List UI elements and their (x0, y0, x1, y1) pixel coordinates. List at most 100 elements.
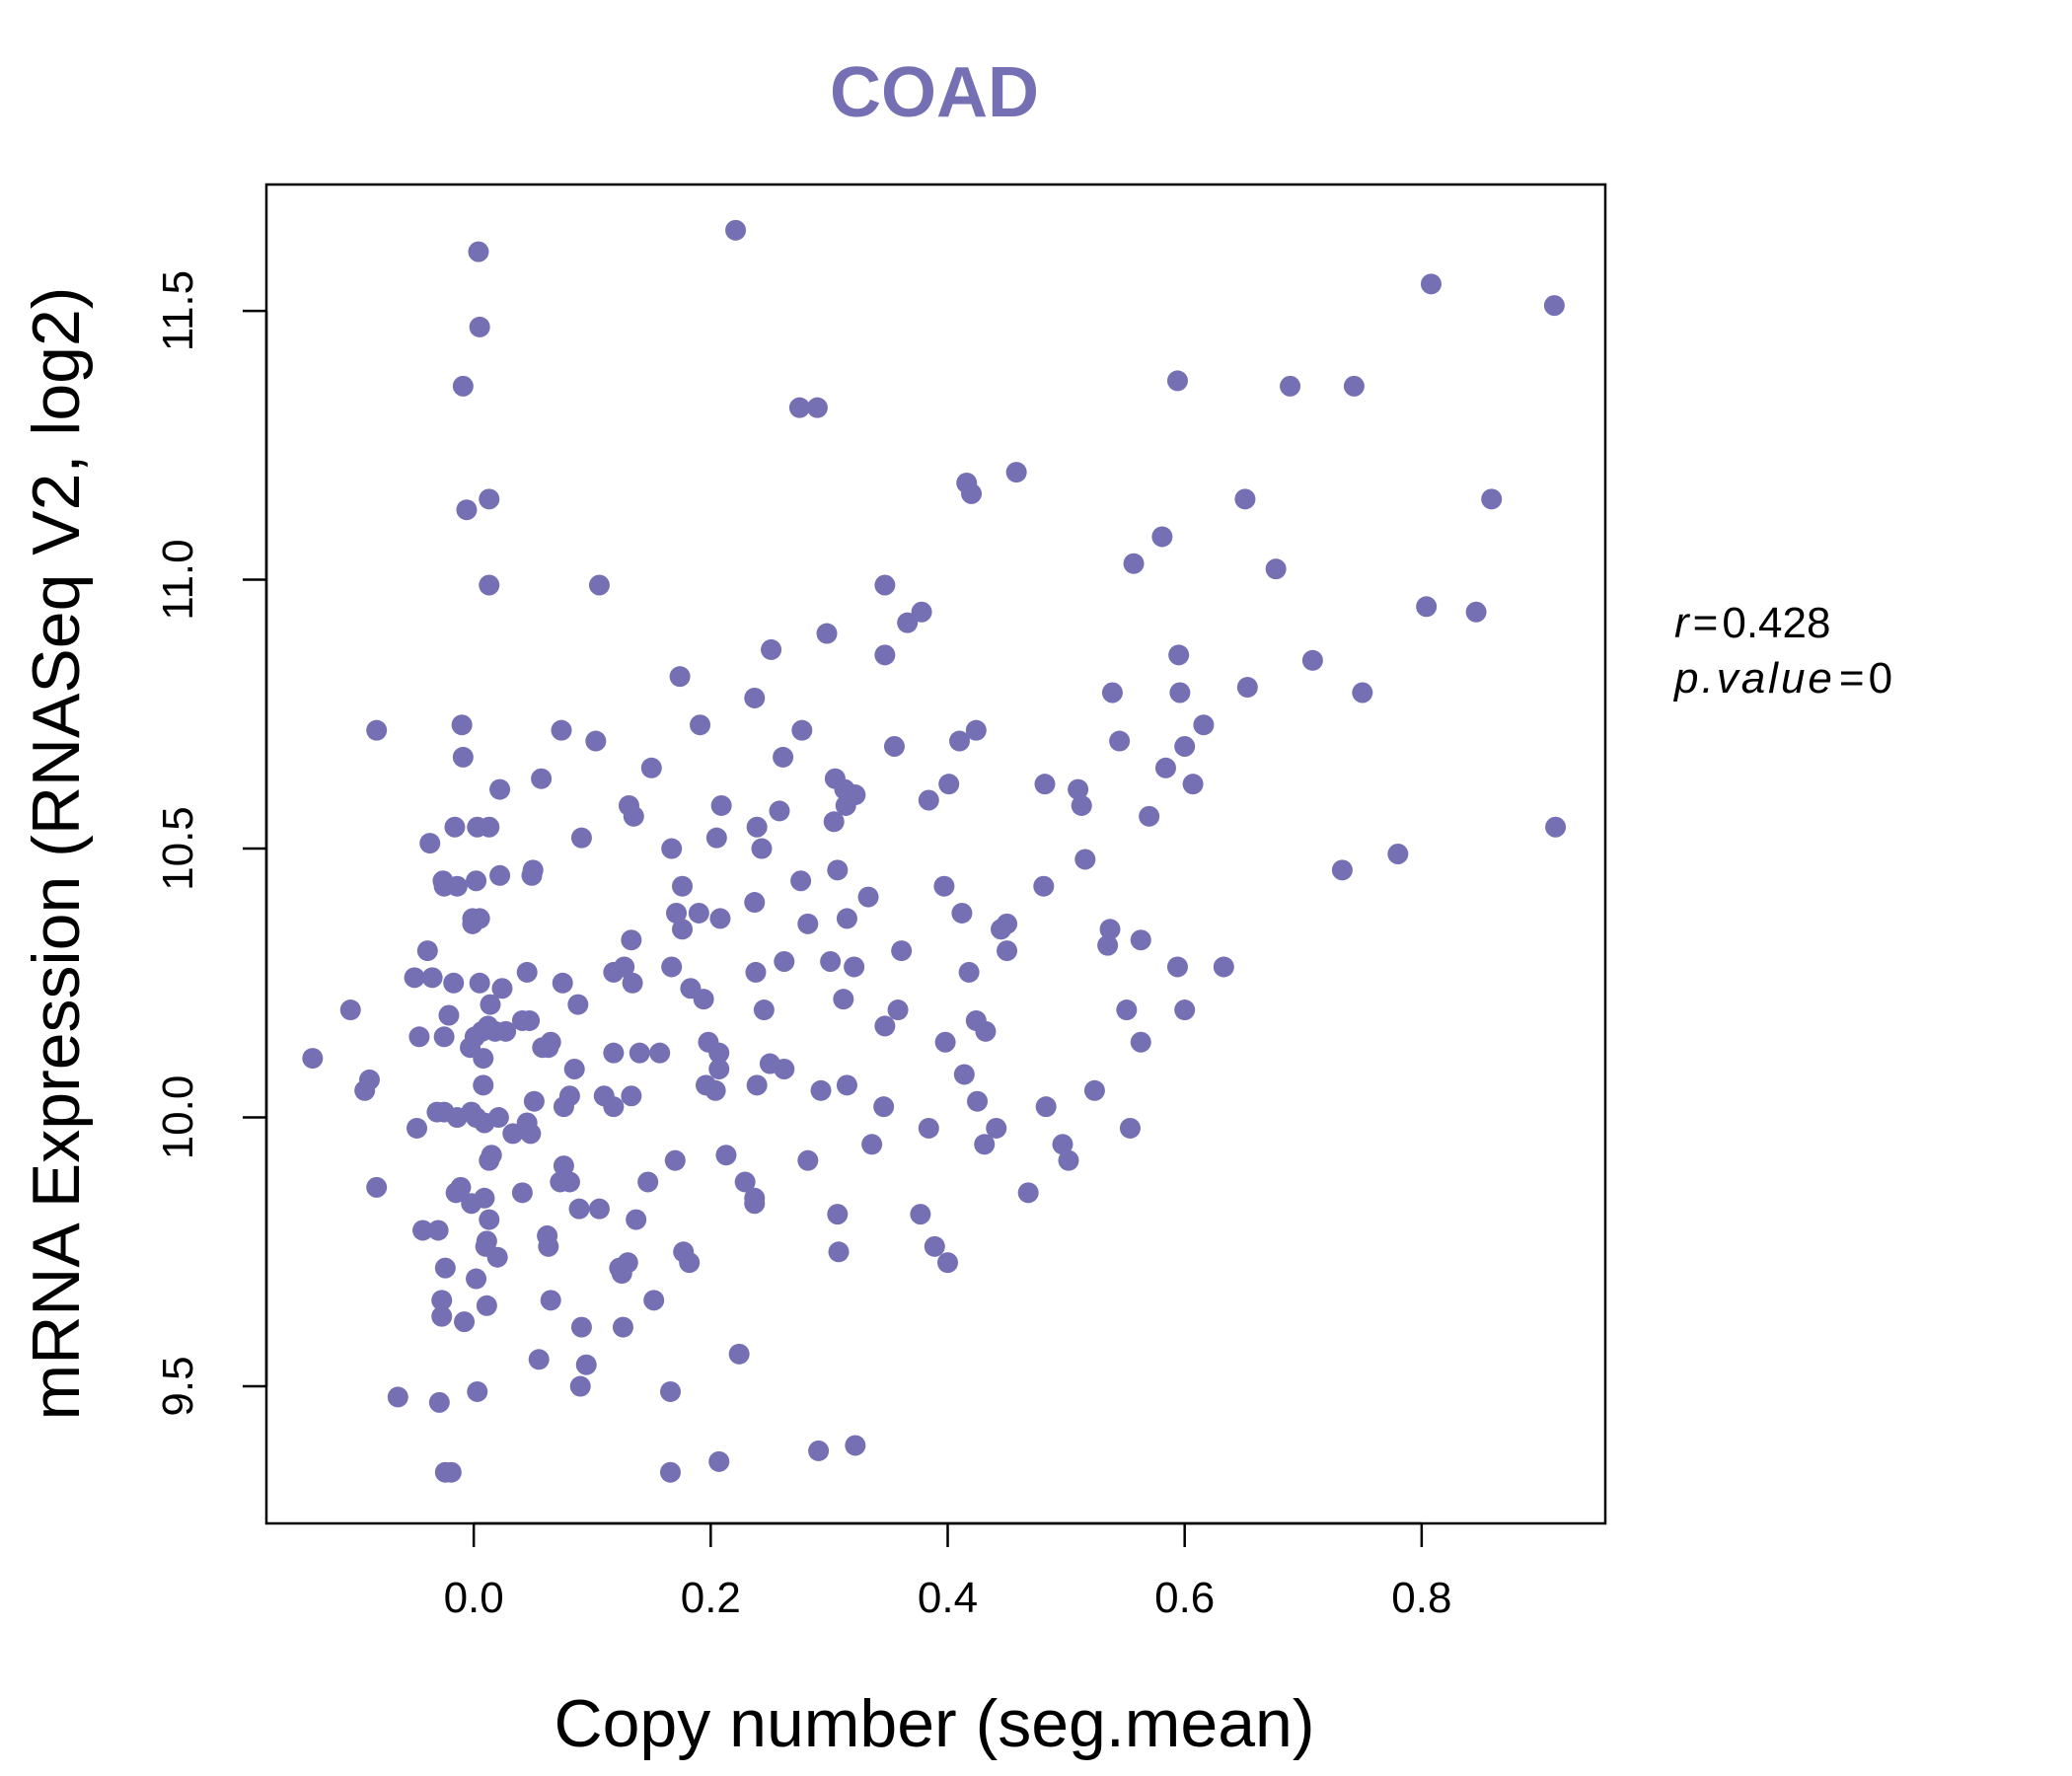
data-point (588, 574, 610, 596)
data-point (951, 902, 973, 924)
data-point (523, 1090, 545, 1112)
data-point (428, 1391, 450, 1413)
data-point (622, 972, 643, 994)
data-point (873, 1096, 895, 1118)
data-point (603, 961, 625, 983)
data-point (910, 1204, 931, 1225)
r-label: r (1674, 599, 1691, 647)
data-point (897, 612, 919, 633)
data-point (1416, 596, 1438, 618)
data-point (489, 778, 511, 800)
data-point (836, 1074, 857, 1096)
data-point (828, 1241, 850, 1263)
x-axis-title: Copy number (seg.mean) (554, 1686, 1314, 1761)
data-point (1166, 956, 1188, 978)
data-point (588, 1198, 610, 1220)
data-point (958, 961, 980, 983)
data-point (835, 794, 856, 816)
data-point (466, 1268, 487, 1290)
data-point (975, 1020, 997, 1042)
data-point (911, 601, 932, 623)
y-tick-label: 10.5 (154, 806, 202, 891)
data-point (1280, 375, 1301, 397)
data-point (746, 816, 768, 838)
data-point (937, 1252, 959, 1274)
data-point (816, 623, 838, 644)
data-point (690, 714, 711, 736)
data-point (708, 1058, 730, 1079)
data-point (567, 994, 589, 1015)
data-point (934, 1031, 956, 1053)
data-point (495, 1020, 517, 1042)
data-point (302, 1048, 324, 1070)
data-point (570, 827, 592, 849)
data-point (1213, 956, 1234, 978)
data-point (810, 1079, 832, 1101)
data-point (452, 746, 474, 768)
data-point (823, 811, 845, 833)
data-point (568, 1198, 590, 1220)
x-tick-label: 0.6 (1154, 1574, 1215, 1622)
data-point (1074, 849, 1096, 870)
x-tick-label: 0.0 (444, 1574, 504, 1622)
data-point (836, 908, 857, 929)
data-point (938, 774, 960, 795)
data-point (708, 1450, 730, 1472)
data-point (528, 1349, 550, 1370)
data-point (479, 574, 500, 596)
data-point (672, 875, 694, 897)
y-axis: 9.5 10.0 10.5 11.0 11.5 (154, 270, 268, 1417)
data-point (660, 1461, 682, 1483)
data-point (660, 1380, 682, 1402)
data-point (1034, 774, 1056, 795)
data-point (709, 908, 731, 929)
data-point (710, 794, 732, 816)
data-point (427, 1220, 449, 1241)
data-point (649, 1042, 671, 1064)
data-point (452, 375, 474, 397)
data-point (611, 1263, 632, 1285)
correlation-annotation: r=0.428 (1674, 599, 1830, 647)
data-point (1101, 682, 1123, 703)
data-point (1352, 682, 1373, 703)
data-point (693, 989, 714, 1010)
data-point (466, 870, 487, 892)
data-point (744, 1193, 766, 1215)
data-point (891, 940, 913, 962)
data-point (1174, 736, 1196, 758)
data-point (1071, 794, 1092, 816)
data-point (476, 1295, 497, 1316)
data-point (974, 1134, 996, 1155)
data-point (551, 719, 572, 741)
data-point (431, 1305, 453, 1327)
data-point (761, 638, 782, 660)
data-point (479, 488, 500, 510)
data-point (918, 789, 939, 811)
data-point (1387, 844, 1409, 864)
x-axis: 0.0 0.2 0.4 0.6 0.8 (444, 1521, 1451, 1622)
data-point (961, 482, 983, 504)
data-point (1035, 1096, 1057, 1118)
data-point (661, 838, 683, 859)
data-point (666, 902, 688, 924)
data-point (468, 241, 489, 262)
data-point (454, 1311, 476, 1333)
data-point (516, 961, 538, 983)
data-point (751, 838, 773, 859)
data-point (531, 768, 553, 789)
data-point (1058, 1149, 1079, 1171)
data-point (443, 972, 465, 994)
data-point (820, 950, 842, 972)
data-point (887, 999, 909, 1021)
data-point (366, 1176, 388, 1198)
data-point (1182, 774, 1204, 795)
data-point (1109, 730, 1131, 752)
y-tick-label: 11.0 (154, 539, 202, 620)
data-point (408, 1026, 430, 1048)
data-point (924, 1235, 945, 1257)
data-point (469, 316, 490, 337)
y-tick-label: 9.5 (154, 1356, 202, 1416)
data-point (1123, 553, 1145, 574)
data-point (446, 1107, 468, 1129)
